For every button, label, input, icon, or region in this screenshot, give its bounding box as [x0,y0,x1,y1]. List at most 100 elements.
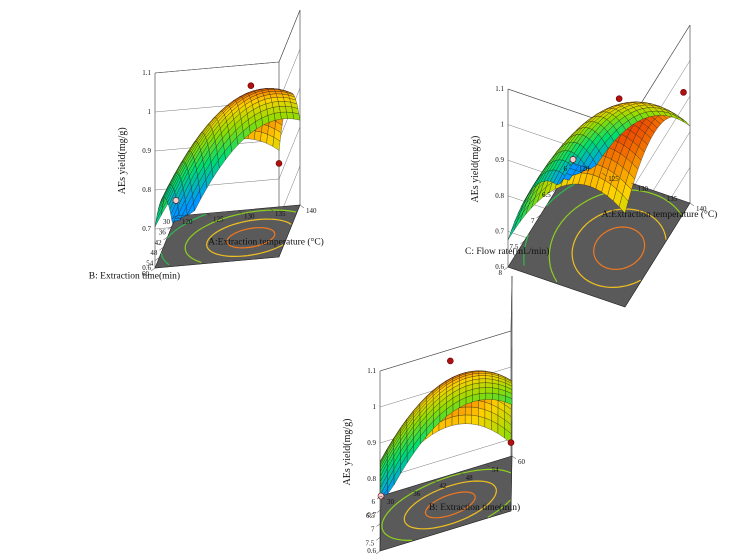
y-tick-label: 6 [372,498,376,506]
surface-facet [479,373,486,376]
design-point [570,156,576,162]
y-tick-label: 7 [531,217,535,225]
y-tick-label: 54 [146,260,154,268]
surface-facet [479,393,486,400]
y-tick [151,268,155,271]
y-tick-label: 8 [499,269,503,277]
y-tick-label: 42 [155,239,163,247]
chart-panel-2: 0.60.70.80.911.112012513013514066.577.58… [465,25,717,307]
surface-facet [486,388,493,394]
x-tick-label: 135 [275,210,286,218]
z-tick-label: 0.8 [495,192,504,200]
surface-facet [681,119,690,127]
y-tick-label: 6 [564,165,568,173]
x-tick-label: 36 [413,490,421,498]
surface-facet [465,407,472,415]
z-tick-label: 0.8 [142,186,151,194]
z-tick-label: 0.8 [367,475,376,483]
x-tick-label: 120 [182,218,193,226]
surface-facet [479,379,486,383]
y-tick [504,267,508,270]
x-tick [690,203,694,206]
surface-facet [287,112,294,119]
design-point [173,197,179,203]
y-tick [376,537,380,540]
surface-facet [508,221,517,240]
surface-facet [472,415,479,425]
surface-facet [486,383,493,388]
y-tick-label: 7 [371,526,375,534]
chart-panel-3: 0.60.70.80.911.130364248546066.577.58B: … [308,276,525,554]
surface-facet [486,379,493,384]
surface-facet [675,115,684,122]
x-tick-label: 60 [518,458,526,466]
z-axis-label: AEs yield(mg/g) [342,419,353,486]
design-point [447,358,453,364]
x-tick [300,205,304,208]
surface-facet [279,106,286,112]
surface-facet [272,101,279,107]
y-tick-label: 6.5 [542,191,551,199]
surface-facet [473,394,480,402]
z-gridline [380,276,512,371]
z-tick-label: 0.9 [142,147,151,155]
y-axis-label: B: Extraction time(min) [89,271,180,282]
design-point [616,96,622,102]
surface-facet [479,376,486,379]
z-tick-label: 1 [148,108,152,116]
surface-facet [254,131,261,141]
x-axis-label: A:Extraction temperature (°C) [602,209,718,220]
z-tick-label: 0.7 [142,225,151,233]
x-tick-label: 125 [213,215,224,223]
z-tick-label: 0.7 [495,227,504,235]
z-tick-label: 1.1 [142,69,151,77]
y-tick-label: 48 [150,249,158,257]
x-tick-label: 120 [579,165,590,173]
x-axis-label: B: Extraction time(min) [429,502,520,513]
y-tick-label: 6.5 [366,512,375,520]
surface-facet [479,388,486,394]
z-axis-label: AEs yield(mg/g) [117,127,128,194]
x-tick-label: 48 [466,474,474,482]
y-tick-label: 36 [159,228,167,236]
surface-facet [465,415,472,424]
y-tick-label: 7.5 [366,539,375,547]
z-tick-label: 1.1 [495,85,504,93]
x-tick-label: 140 [306,207,317,215]
surface-facet [459,415,466,424]
z-tick-label: 0.9 [495,156,504,164]
surface-facet [486,393,493,399]
z-tick-label: 1.1 [367,367,376,375]
x-tick-label: 42 [439,482,447,490]
z-tick-label: 0.9 [367,439,376,447]
y-axis-label: C: Flow rate(mL/min) [465,246,549,257]
surface-facet [277,97,284,101]
z-tick-label: 1 [501,121,505,129]
y-tick-label: 30 [163,218,171,226]
response-surface [155,88,300,227]
design-point [681,89,687,95]
z-gridline [155,10,300,73]
x-tick-label: 30 [387,498,395,506]
design-point [248,83,254,89]
surface-facet [472,407,479,416]
surface-facet [280,112,287,119]
x-axis-label: A:Extraction temperature (°C) [208,237,324,248]
z-tick-label: 1 [373,403,377,411]
z-axis-label: AEs yield(mg/g) [470,136,481,203]
design-point [508,440,514,446]
x-tick-label: 135 [667,195,678,203]
surface-facet [492,393,499,400]
surface-facet [459,407,466,416]
surface-facet [452,416,459,426]
surface-facet [274,112,281,120]
x-tick [512,456,516,459]
surface-facet [479,383,486,388]
surface-facet [479,372,486,374]
x-tick-label: 54 [492,466,500,474]
x-tick-label: 130 [638,185,649,193]
x-tick-label: 130 [244,213,255,221]
